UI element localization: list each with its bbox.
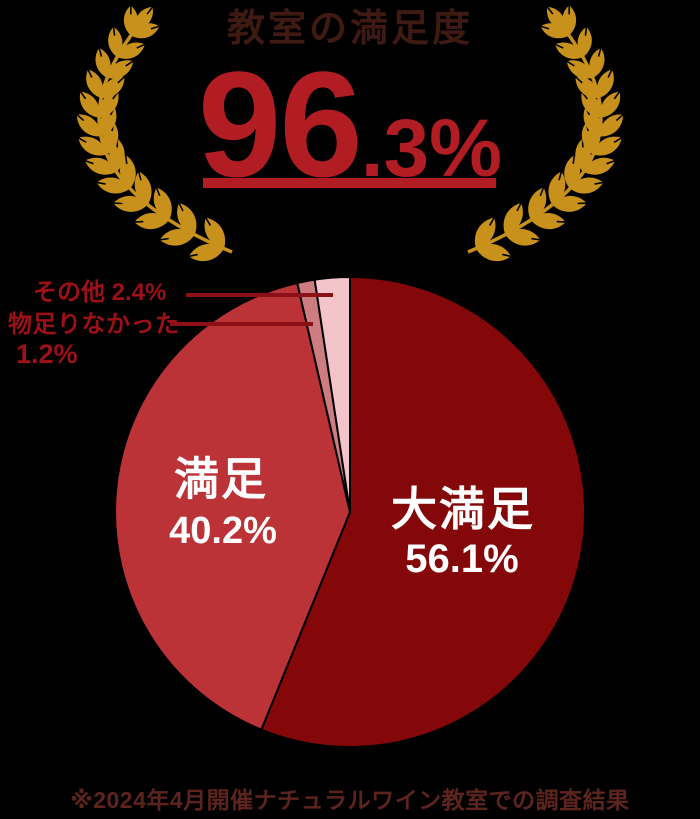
chart-title: 教室の満足度 <box>226 8 473 50</box>
slice-value-very-satisfied: 56.1% <box>405 537 519 581</box>
satisfaction-score: 96.3% <box>0 49 700 199</box>
laurel-leaf-icon <box>134 212 170 230</box>
laurel-leaf-icon <box>159 229 195 246</box>
pie-slice-very-satisfied <box>260 276 586 748</box>
laurel-leaf-icon <box>107 60 134 79</box>
score-integer: 96 <box>197 40 363 208</box>
laurel-leaf-icon <box>79 91 100 118</box>
slice-label-satisfied: 満足 <box>173 453 269 505</box>
laurel-leaf-icon <box>554 42 583 59</box>
callout-value-unsatisfying: 1.2% <box>16 339 78 369</box>
score-decimal: .3% <box>360 103 503 194</box>
laurel-leaf-icon <box>474 217 496 249</box>
laurel-leaf-icon <box>177 202 197 235</box>
laurel-leaf-icon <box>119 154 136 189</box>
laurel-leaf-icon <box>530 212 566 230</box>
laurel-leaf-icon <box>188 243 224 262</box>
laurel-leaf-icon <box>77 136 107 156</box>
slice-value-satisfied: 40.2% <box>169 510 277 552</box>
laurel-branch-left <box>76 5 233 262</box>
callout-leader-line-unsatisfying <box>170 322 313 326</box>
laurel-leaf-icon <box>153 187 172 220</box>
laurel-leaf-icon <box>596 69 614 99</box>
laurel-leaf-icon <box>134 6 154 30</box>
laurel-leaf-icon <box>577 26 592 58</box>
laurel-leaf-icon <box>546 6 566 30</box>
laurel-leaf-icon <box>101 76 126 99</box>
laurel-stem <box>467 28 603 254</box>
laurel-leaf-icon <box>593 136 623 156</box>
laurel-leaf-icon <box>599 113 624 137</box>
laurel-leaf-icon <box>589 47 605 78</box>
laurel-leaf-icon <box>96 177 131 194</box>
laurel-leaf-icon <box>95 47 111 78</box>
laurel-leaf-icon <box>583 157 616 175</box>
laurel-leaf-icon <box>76 113 101 137</box>
laurel-leaf-icon <box>204 217 226 249</box>
laurel-leaf-icon <box>503 202 523 235</box>
laurel-leaf-icon <box>84 157 117 175</box>
slice-label-very-satisfied: 大満足 <box>391 483 535 535</box>
callout-leader-line-other <box>186 293 333 297</box>
laurel-leaf-icon <box>86 69 104 99</box>
laurel-leaf-icon <box>569 177 604 194</box>
laurel-leaf-icon <box>108 26 123 58</box>
score-underline <box>203 178 496 188</box>
laurel-leaf-icon <box>574 76 599 99</box>
laurel-leaf-icon <box>564 154 581 189</box>
laurel-leaf-icon <box>117 42 146 59</box>
laurel-leaf-icon <box>566 60 593 79</box>
pie-slice-other <box>313 276 351 513</box>
laurel-leaf-icon <box>123 5 138 36</box>
laurel-leaf-icon <box>528 187 547 220</box>
laurel-leaf-icon <box>548 171 566 205</box>
callout-label-unsatisfying: 物足りなかった <box>8 311 180 338</box>
laurel-leaf-icon <box>134 171 152 205</box>
laurel-branch-right <box>467 5 624 262</box>
laurel-leaf-icon <box>552 195 587 212</box>
laurel-leaf-icon <box>600 91 621 118</box>
laurel-leaf-icon <box>505 229 541 246</box>
callout-label-other: その他 2.4% <box>33 279 167 306</box>
laurel-stem <box>97 28 233 254</box>
laurel-leaf-icon <box>113 195 148 212</box>
laurel-leaf-icon <box>476 243 512 262</box>
survey-footnote: ※2024年4月開催ナチュラルワイン教室での調査結果 <box>70 787 630 813</box>
laurel-leaf-icon <box>562 5 577 36</box>
pie-slice-satisfied <box>113 282 351 731</box>
